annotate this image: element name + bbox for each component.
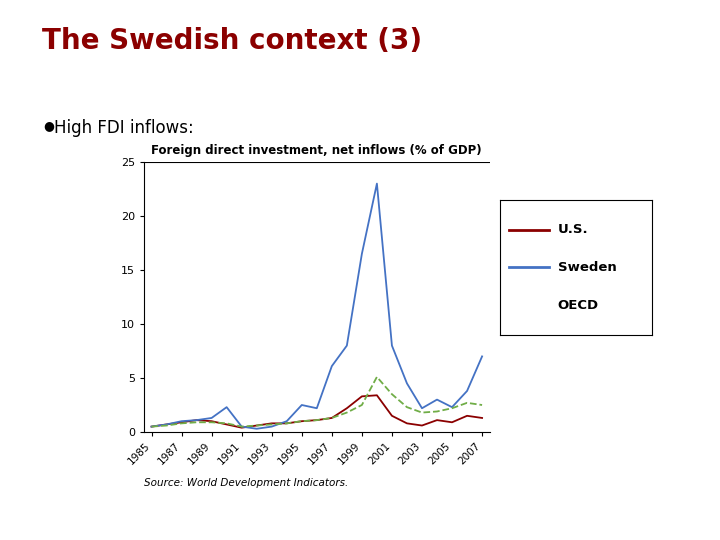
Sweden [207, 415, 216, 421]
OECD [402, 404, 411, 410]
U.S. [147, 423, 156, 430]
Text: Sweden: Sweden [558, 261, 616, 274]
U.S. [418, 422, 426, 429]
U.S. [328, 415, 336, 421]
Sweden [297, 402, 306, 408]
Text: OECD: OECD [558, 299, 599, 312]
Sweden [222, 404, 231, 410]
OECD [222, 420, 231, 427]
OECD [343, 409, 351, 416]
Sweden [387, 342, 396, 349]
U.S. [463, 413, 472, 419]
OECD [297, 418, 306, 424]
Sweden [267, 423, 276, 430]
OECD [177, 420, 186, 427]
Sweden [177, 418, 186, 424]
Sweden [418, 405, 426, 411]
U.S. [253, 422, 261, 429]
Sweden [463, 388, 472, 394]
Sweden [358, 251, 366, 257]
Sweden [478, 353, 487, 360]
OECD [418, 409, 426, 416]
Text: ●: ● [43, 119, 54, 132]
U.S. [343, 405, 351, 411]
OECD [463, 400, 472, 406]
U.S. [177, 419, 186, 426]
OECD [328, 415, 336, 421]
OECD [147, 423, 156, 430]
OECD [358, 402, 366, 408]
OECD [267, 421, 276, 428]
OECD [282, 420, 291, 427]
OECD [372, 374, 381, 380]
Sweden [448, 404, 456, 410]
Line: U.S.: U.S. [151, 395, 482, 428]
Sweden [162, 421, 171, 428]
Sweden [282, 418, 291, 424]
Sweden [372, 180, 381, 187]
U.S. [478, 415, 487, 421]
U.S. [358, 393, 366, 400]
OECD [162, 422, 171, 429]
OECD [238, 423, 246, 430]
OECD [253, 422, 261, 429]
OECD [207, 419, 216, 426]
Sweden [192, 417, 201, 423]
Sweden [328, 363, 336, 369]
Line: OECD: OECD [151, 377, 482, 427]
OECD [478, 402, 487, 408]
U.S. [162, 421, 171, 428]
U.S. [312, 417, 321, 423]
Sweden [238, 423, 246, 430]
OECD [387, 391, 396, 397]
U.S. [238, 424, 246, 431]
Sweden [147, 423, 156, 430]
Title: Foreign direct investment, net inflows (% of GDP): Foreign direct investment, net inflows (… [151, 144, 482, 157]
OECD [433, 408, 441, 415]
U.S. [372, 392, 381, 399]
Sweden [402, 380, 411, 387]
U.S. [433, 417, 441, 423]
U.S. [192, 417, 201, 423]
OECD [448, 405, 456, 411]
U.S. [387, 413, 396, 419]
Text: U.S.: U.S. [558, 223, 588, 236]
U.S. [207, 418, 216, 424]
U.S. [448, 419, 456, 426]
U.S. [222, 421, 231, 428]
Line: Sweden: Sweden [151, 184, 482, 429]
Text: Source: World Development Indicators.: Source: World Development Indicators. [144, 478, 348, 488]
Sweden [433, 396, 441, 403]
OECD [192, 419, 201, 426]
Text: The Swedish context (3): The Swedish context (3) [42, 27, 422, 55]
U.S. [402, 420, 411, 427]
Sweden [343, 342, 351, 349]
U.S. [282, 420, 291, 427]
Sweden [312, 405, 321, 411]
U.S. [297, 418, 306, 424]
Sweden [253, 426, 261, 432]
Text: High FDI inflows:: High FDI inflows: [54, 119, 194, 137]
OECD [312, 417, 321, 423]
U.S. [267, 420, 276, 427]
